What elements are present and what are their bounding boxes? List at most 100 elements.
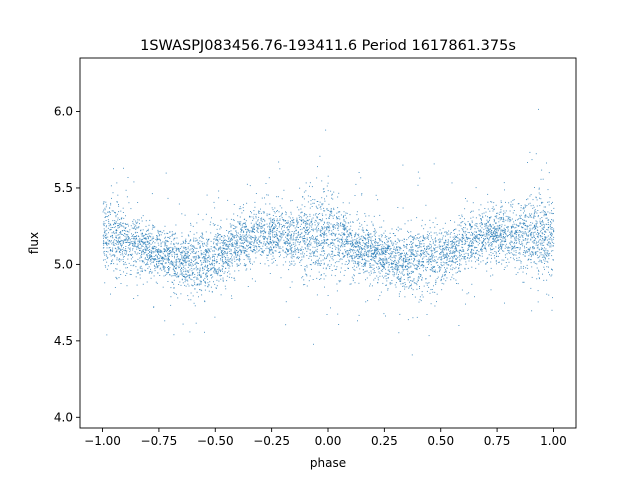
data-point <box>264 197 265 199</box>
data-point <box>147 230 149 231</box>
data-point <box>552 219 554 221</box>
data-point <box>446 256 448 258</box>
data-point <box>402 264 404 266</box>
data-point <box>485 222 487 224</box>
data-point <box>425 270 427 272</box>
data-point <box>269 273 271 274</box>
data-point <box>519 215 521 217</box>
data-point <box>521 226 523 228</box>
data-point <box>272 252 273 254</box>
data-point <box>278 211 280 213</box>
data-point <box>273 221 275 223</box>
data-point <box>451 182 453 184</box>
data-point <box>222 279 224 281</box>
data-point <box>327 254 329 256</box>
data-point <box>216 279 218 281</box>
data-point <box>110 204 112 206</box>
data-point <box>344 241 345 243</box>
data-point <box>553 207 555 209</box>
data-point <box>414 259 416 261</box>
data-point <box>322 215 324 216</box>
data-point <box>200 264 202 266</box>
data-point <box>450 268 452 270</box>
data-point <box>254 240 256 241</box>
data-point <box>513 243 515 245</box>
data-point <box>230 249 232 251</box>
data-point <box>195 284 197 286</box>
data-point <box>435 260 437 262</box>
data-point <box>212 259 214 261</box>
data-point <box>454 239 456 240</box>
data-point <box>242 234 244 236</box>
data-point <box>281 228 282 230</box>
data-point <box>383 267 385 269</box>
data-point <box>456 237 458 239</box>
data-point <box>137 247 139 249</box>
data-point <box>105 236 107 238</box>
data-point <box>373 250 375 252</box>
data-point <box>102 223 104 225</box>
data-point <box>365 234 367 236</box>
data-point <box>215 272 217 274</box>
data-point <box>147 236 149 238</box>
data-point <box>509 242 511 244</box>
data-point <box>357 245 359 247</box>
data-point <box>125 263 127 265</box>
data-point <box>167 236 169 238</box>
data-point <box>260 248 262 249</box>
data-point <box>244 227 246 229</box>
data-point <box>370 250 372 252</box>
data-point <box>262 243 264 245</box>
data-point <box>228 276 230 278</box>
data-point <box>495 241 497 243</box>
data-point <box>216 270 218 272</box>
data-point <box>509 216 511 218</box>
data-point <box>268 218 270 220</box>
data-point <box>531 159 533 161</box>
data-point <box>454 245 456 247</box>
data-point <box>432 241 434 243</box>
data-point <box>356 250 358 252</box>
data-point <box>299 218 301 220</box>
data-point <box>293 260 295 262</box>
data-point <box>332 250 334 252</box>
data-point <box>307 233 309 235</box>
data-point <box>220 278 222 280</box>
data-point <box>292 236 294 238</box>
data-point <box>263 211 265 213</box>
data-point <box>292 221 294 223</box>
data-point <box>329 267 331 269</box>
data-point <box>394 266 396 268</box>
data-point <box>463 258 465 260</box>
data-point <box>501 263 503 265</box>
data-point <box>232 228 234 230</box>
data-point <box>249 241 251 243</box>
data-point <box>511 245 513 247</box>
data-point <box>332 245 334 246</box>
data-point <box>419 267 421 269</box>
data-point <box>514 237 516 239</box>
data-point <box>336 218 338 220</box>
data-point <box>135 261 137 263</box>
data-point <box>469 256 471 258</box>
data-point <box>187 271 189 273</box>
data-point <box>364 242 366 244</box>
data-point <box>182 264 183 266</box>
data-point <box>406 265 408 267</box>
data-point <box>246 240 248 242</box>
data-point <box>199 283 201 285</box>
data-point <box>476 236 478 238</box>
data-point <box>137 258 139 260</box>
data-point <box>365 253 367 255</box>
data-point <box>395 263 397 265</box>
data-point <box>196 240 198 242</box>
data-point <box>158 264 160 266</box>
data-point <box>380 249 382 251</box>
data-point <box>106 247 108 249</box>
data-point <box>186 279 188 281</box>
data-point <box>164 320 166 322</box>
data-point <box>289 221 291 222</box>
data-point <box>374 240 376 242</box>
data-point <box>493 248 495 250</box>
data-point <box>333 227 335 229</box>
